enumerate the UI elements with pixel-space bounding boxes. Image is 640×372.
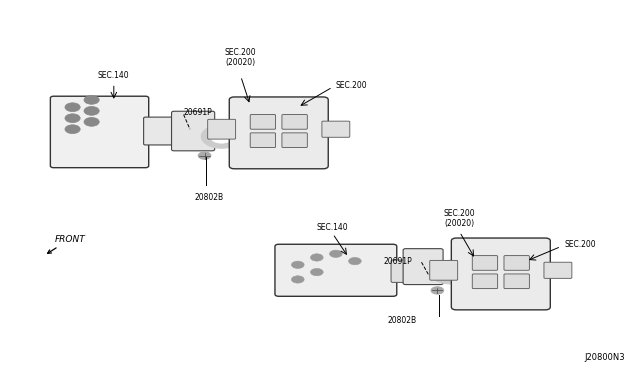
Circle shape [310, 254, 323, 261]
FancyBboxPatch shape [51, 96, 148, 168]
Circle shape [84, 96, 99, 104]
FancyBboxPatch shape [143, 117, 179, 145]
Circle shape [291, 276, 304, 283]
Text: J20800N3: J20800N3 [584, 353, 625, 362]
Text: 20691P: 20691P [184, 108, 212, 117]
FancyBboxPatch shape [322, 121, 350, 137]
FancyBboxPatch shape [282, 115, 307, 129]
FancyBboxPatch shape [282, 133, 307, 148]
FancyBboxPatch shape [172, 111, 214, 151]
Text: SEC.200: SEC.200 [564, 240, 596, 249]
FancyBboxPatch shape [250, 133, 276, 148]
Circle shape [291, 261, 304, 269]
FancyBboxPatch shape [403, 248, 443, 285]
Text: SEC.200
(20020): SEC.200 (20020) [444, 209, 476, 228]
Text: 20802B: 20802B [195, 193, 223, 202]
FancyBboxPatch shape [250, 115, 276, 129]
Text: FRONT: FRONT [47, 235, 85, 253]
Text: 20802B: 20802B [388, 316, 417, 325]
FancyBboxPatch shape [391, 260, 420, 282]
FancyBboxPatch shape [472, 256, 498, 270]
Circle shape [202, 125, 242, 148]
FancyBboxPatch shape [429, 260, 458, 280]
FancyBboxPatch shape [451, 238, 550, 310]
FancyBboxPatch shape [472, 274, 498, 289]
Circle shape [349, 257, 361, 265]
Circle shape [65, 125, 80, 134]
Circle shape [84, 118, 99, 126]
FancyBboxPatch shape [229, 97, 328, 169]
FancyBboxPatch shape [275, 244, 397, 296]
Circle shape [198, 152, 211, 159]
Circle shape [431, 287, 444, 294]
Circle shape [438, 266, 461, 279]
FancyBboxPatch shape [544, 262, 572, 278]
Circle shape [330, 250, 342, 257]
Text: SEC.200: SEC.200 [336, 81, 367, 90]
Text: SEC.200
(20020): SEC.200 (20020) [225, 48, 257, 67]
FancyBboxPatch shape [504, 274, 529, 289]
FancyBboxPatch shape [504, 256, 529, 270]
Circle shape [84, 106, 99, 115]
FancyBboxPatch shape [208, 119, 236, 139]
Circle shape [429, 260, 470, 284]
Circle shape [65, 114, 80, 123]
Circle shape [211, 130, 233, 143]
Text: 20691P: 20691P [383, 257, 412, 266]
Text: SEC.140: SEC.140 [98, 71, 130, 80]
Circle shape [65, 103, 80, 112]
Circle shape [310, 269, 323, 276]
Text: SEC.140: SEC.140 [317, 223, 349, 232]
